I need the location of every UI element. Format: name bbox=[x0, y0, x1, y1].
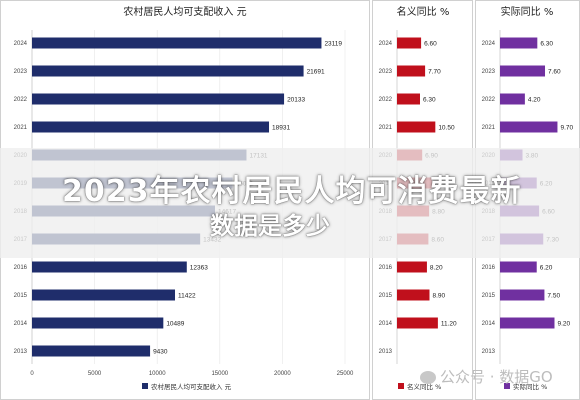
income-chart-title: 农村居民人均可支配收入 元 bbox=[123, 5, 246, 18]
real-value-label: 6.20 bbox=[540, 265, 553, 272]
nominal-value-label: 10.50 bbox=[438, 125, 455, 132]
nominal-year-label: 2023 bbox=[379, 69, 393, 75]
real-value-label: 6.30 bbox=[540, 41, 553, 48]
income-value-label: 12363 bbox=[190, 265, 208, 272]
real-year-label: 2015 bbox=[482, 293, 496, 299]
income-x-tick-label: 15000 bbox=[211, 371, 228, 377]
watermark: 公众号 · 数据GO bbox=[420, 366, 553, 387]
income-legend-label: 农村居民人均可支配收入 元 bbox=[151, 382, 232, 391]
income-value-label: 23119 bbox=[324, 41, 342, 48]
income-bar bbox=[32, 65, 304, 77]
income-bar bbox=[32, 261, 187, 273]
real-value-label: 4.20 bbox=[528, 97, 541, 104]
nominal-value-label: 8.90 bbox=[432, 293, 445, 300]
income-x-tick-label: 20000 bbox=[274, 371, 291, 377]
income-year-label: 2024 bbox=[14, 41, 28, 47]
income-bar bbox=[32, 317, 164, 329]
nominal-value-label: 11.20 bbox=[441, 321, 457, 328]
real-value-label: 9.20 bbox=[557, 321, 570, 328]
nominal-bar bbox=[397, 121, 436, 133]
income-year-label: 2021 bbox=[14, 125, 28, 131]
real-legend: 实际同比 % bbox=[504, 382, 547, 391]
nominal-year-label: 2013 bbox=[379, 349, 393, 355]
real-legend-swatch bbox=[504, 383, 510, 389]
income-bar bbox=[32, 37, 322, 49]
watermark-text: 公众号 · 数据GO bbox=[440, 368, 553, 386]
income-year-label: 2016 bbox=[14, 265, 28, 271]
income-x-tick-label: 0 bbox=[30, 371, 34, 377]
overlay-subtitle: 数据是多少 bbox=[210, 212, 330, 240]
income-value-label: 18931 bbox=[272, 125, 290, 132]
income-year-label: 2013 bbox=[14, 349, 28, 355]
overlay-title: 2023年农村居民人均可消费最新 bbox=[62, 174, 522, 209]
income-bar bbox=[32, 345, 151, 357]
nominal-bar bbox=[397, 261, 427, 273]
nominal-legend-label: 名义同比 % bbox=[407, 382, 441, 391]
real-bar bbox=[500, 37, 538, 49]
income-value-label: 20133 bbox=[287, 97, 305, 104]
nominal-year-label: 2024 bbox=[379, 41, 393, 47]
real-year-label: 2024 bbox=[482, 41, 496, 47]
income-bar bbox=[32, 93, 285, 105]
real-year-label: 2014 bbox=[482, 321, 496, 327]
income-legend-swatch bbox=[142, 383, 148, 389]
nominal-value-label: 7.70 bbox=[428, 69, 441, 76]
nominal-bar bbox=[397, 93, 420, 105]
nominal-bar bbox=[397, 65, 426, 77]
income-year-label: 2015 bbox=[14, 293, 28, 299]
nominal-chart-title: 名义同比 % bbox=[397, 5, 450, 18]
income-value-label: 10489 bbox=[166, 321, 184, 328]
nominal-value-label: 6.60 bbox=[424, 41, 437, 48]
nominal-bar bbox=[397, 289, 430, 301]
nominal-year-label: 2021 bbox=[379, 125, 393, 131]
nominal-legend: 名义同比 % bbox=[398, 382, 441, 391]
real-chart-title: 实际同比 % bbox=[501, 5, 554, 18]
nominal-year-label: 2015 bbox=[379, 293, 393, 299]
income-value-label: 11422 bbox=[178, 293, 196, 300]
real-bar bbox=[500, 121, 558, 133]
income-value-label: 21691 bbox=[307, 69, 325, 76]
nominal-year-label: 2014 bbox=[379, 321, 393, 327]
income-x-tick-label: 25000 bbox=[337, 371, 354, 377]
income-legend: 农村居民人均可支配收入 元 bbox=[142, 382, 232, 391]
wechat-icon bbox=[420, 371, 436, 384]
income-bar bbox=[32, 121, 270, 133]
nominal-year-label: 2016 bbox=[379, 265, 393, 271]
real-year-label: 2023 bbox=[482, 69, 496, 75]
real-value-label: 7.50 bbox=[547, 293, 560, 300]
nominal-year-label: 2022 bbox=[379, 97, 393, 103]
income-x-tick-label: 10000 bbox=[149, 371, 166, 377]
real-value-label: 9.70 bbox=[560, 125, 573, 132]
income-year-label: 2023 bbox=[14, 69, 28, 75]
real-legend-label: 实际同比 % bbox=[513, 382, 547, 391]
real-bar bbox=[500, 65, 546, 77]
real-value-label: 7.60 bbox=[548, 69, 561, 76]
real-bar bbox=[500, 289, 545, 301]
nominal-legend-swatch bbox=[398, 383, 404, 389]
nominal-value-label: 8.20 bbox=[430, 265, 443, 272]
income-year-label: 2014 bbox=[14, 321, 28, 327]
real-bar bbox=[500, 93, 525, 105]
real-year-label: 2016 bbox=[482, 265, 496, 271]
title-overlay-band: 2023年农村居民人均可消费最新 数据是多少 bbox=[0, 148, 580, 258]
income-bar bbox=[32, 289, 176, 301]
nominal-value-label: 6.30 bbox=[423, 97, 436, 104]
real-year-label: 2021 bbox=[482, 125, 496, 131]
real-bar bbox=[500, 261, 537, 273]
income-x-tick-label: 5000 bbox=[88, 371, 102, 377]
real-year-label: 2013 bbox=[482, 349, 496, 355]
income-value-label: 9430 bbox=[153, 349, 168, 356]
real-year-label: 2022 bbox=[482, 97, 496, 103]
nominal-bar bbox=[397, 37, 422, 49]
real-bar bbox=[500, 317, 555, 329]
nominal-bar bbox=[397, 317, 438, 329]
income-year-label: 2022 bbox=[14, 97, 28, 103]
